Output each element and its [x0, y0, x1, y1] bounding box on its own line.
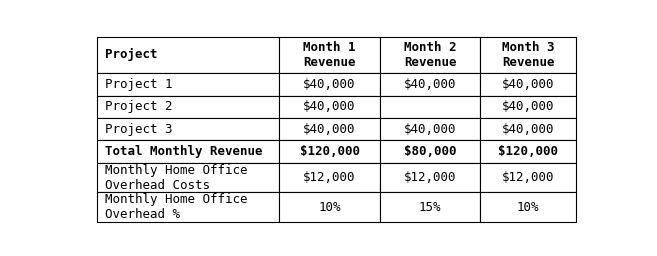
Bar — [480, 192, 576, 222]
Bar — [97, 95, 279, 118]
Bar — [480, 95, 576, 118]
Text: Monthly Home Office
Overhead Costs: Monthly Home Office Overhead Costs — [105, 164, 248, 191]
Text: Monthly Home Office
Overhead %: Monthly Home Office Overhead % — [105, 193, 248, 221]
Text: $40,000: $40,000 — [502, 78, 555, 91]
Bar — [380, 118, 480, 140]
Text: $40,000: $40,000 — [304, 123, 356, 136]
Bar — [279, 118, 380, 140]
Bar — [279, 37, 380, 73]
Bar — [380, 192, 480, 222]
Text: $120,000: $120,000 — [498, 145, 558, 158]
Text: Month 3
Revenue: Month 3 Revenue — [502, 41, 555, 69]
Text: $40,000: $40,000 — [502, 100, 555, 113]
Bar — [380, 140, 480, 163]
Text: $40,000: $40,000 — [502, 123, 555, 136]
Bar — [97, 37, 279, 73]
Text: 10%: 10% — [318, 201, 341, 214]
Bar — [279, 73, 380, 95]
Bar — [97, 73, 279, 95]
Text: Project: Project — [105, 48, 158, 61]
Text: $80,000: $80,000 — [404, 145, 457, 158]
Text: Month 2
Revenue: Month 2 Revenue — [404, 41, 457, 69]
Bar — [380, 37, 480, 73]
Text: 15%: 15% — [419, 201, 442, 214]
Bar — [97, 192, 279, 222]
Text: 10%: 10% — [517, 201, 539, 214]
Bar — [97, 140, 279, 163]
Text: $40,000: $40,000 — [304, 78, 356, 91]
Bar — [380, 73, 480, 95]
Bar — [279, 192, 380, 222]
Bar — [480, 73, 576, 95]
Text: $40,000: $40,000 — [304, 100, 356, 113]
Bar — [480, 37, 576, 73]
Bar — [279, 140, 380, 163]
Bar — [279, 95, 380, 118]
Text: $40,000: $40,000 — [404, 78, 457, 91]
Text: Month 1
Revenue: Month 1 Revenue — [304, 41, 356, 69]
Text: Project 1: Project 1 — [105, 78, 173, 91]
Text: $120,000: $120,000 — [300, 145, 359, 158]
Bar — [380, 95, 480, 118]
Bar — [480, 140, 576, 163]
Bar — [380, 163, 480, 192]
Text: $12,000: $12,000 — [502, 171, 555, 184]
Bar — [480, 118, 576, 140]
Bar — [97, 163, 279, 192]
Text: Project 3: Project 3 — [105, 123, 173, 136]
Bar — [97, 118, 279, 140]
Text: $12,000: $12,000 — [304, 171, 356, 184]
Text: $40,000: $40,000 — [404, 123, 457, 136]
Bar — [480, 163, 576, 192]
Text: Project 2: Project 2 — [105, 100, 173, 113]
Bar — [279, 163, 380, 192]
Text: Total Monthly Revenue: Total Monthly Revenue — [105, 145, 263, 158]
Text: $12,000: $12,000 — [404, 171, 457, 184]
